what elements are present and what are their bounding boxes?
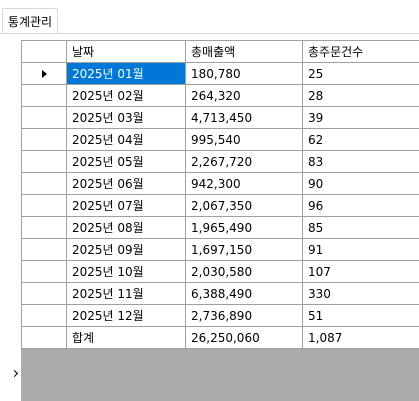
total-sales-cell[interactable]: 2,030,580: [185, 260, 303, 283]
row-header-cell[interactable]: [21, 84, 67, 107]
table-row[interactable]: 합계 26,250,060 1,087: [21, 326, 419, 349]
row-header-cell[interactable]: [21, 172, 67, 195]
table-row[interactable]: 2025년 12월 2,736,890 51: [21, 304, 419, 327]
total-orders-cell[interactable]: 107: [302, 260, 419, 283]
date-cell[interactable]: 2025년 05월: [66, 150, 186, 173]
table-row[interactable]: 2025년 01월 180,780 25: [21, 62, 419, 85]
total-sales-cell[interactable]: 995,540: [185, 128, 303, 151]
table-row[interactable]: 2025년 10월 2,030,580 107: [21, 260, 419, 283]
table-row[interactable]: 2025년 09월 1,697,150 91: [21, 238, 419, 261]
total-orders-cell[interactable]: 85: [302, 216, 419, 239]
row-header-cell[interactable]: [21, 62, 67, 85]
table-row[interactable]: 2025년 08월 1,965,490 85: [21, 216, 419, 239]
total-orders-cell[interactable]: 91: [302, 238, 419, 261]
date-cell[interactable]: 2025년 03월: [66, 106, 186, 129]
table-row[interactable]: 2025년 11월 6,388,490 330: [21, 282, 419, 305]
column-header-total-orders[interactable]: 총주문건수: [302, 40, 419, 63]
row-header-cell[interactable]: [21, 260, 67, 283]
statistics-data-grid[interactable]: 날짜 총매출액 총주문건수 2025년 01월 180,780 25 2025년 02…: [21, 40, 419, 401]
current-row-arrow-icon: [41, 70, 47, 78]
total-sales-cell[interactable]: 6,388,490: [185, 282, 303, 305]
date-cell[interactable]: 2025년 11월: [66, 282, 186, 305]
column-header-date[interactable]: 날짜: [66, 40, 186, 63]
date-cell[interactable]: 2025년 01월: [66, 62, 186, 85]
total-orders-cell[interactable]: 96: [302, 194, 419, 217]
row-header-cell[interactable]: [21, 216, 67, 239]
row-header-cell[interactable]: [21, 150, 67, 173]
date-cell[interactable]: 2025년 10월: [66, 260, 186, 283]
table-row[interactable]: 2025년 06월 942,300 90: [21, 172, 419, 195]
total-orders-cell[interactable]: 28: [302, 84, 419, 107]
date-cell[interactable]: 2025년 06월: [66, 172, 186, 195]
tab-statistics-management[interactable]: 통계관리: [2, 8, 58, 34]
total-orders-cell[interactable]: 25: [302, 62, 419, 85]
total-sales-cell[interactable]: 1,965,490: [185, 216, 303, 239]
date-cell[interactable]: 2025년 04월: [66, 128, 186, 151]
row-header-cell[interactable]: [21, 282, 67, 305]
column-header-total-sales[interactable]: 총매출액: [185, 40, 303, 63]
tab-strip: 통계관리: [0, 0, 419, 36]
date-cell[interactable]: 2025년 07월: [66, 194, 186, 217]
table-row[interactable]: 2025년 05월 2,267,720 83: [21, 150, 419, 173]
row-header-cell[interactable]: [21, 106, 67, 129]
grid-corner-cell[interactable]: [21, 40, 67, 63]
date-cell[interactable]: 2025년 12월: [66, 304, 186, 327]
total-sales-cell[interactable]: 26,250,060: [185, 326, 303, 349]
total-orders-cell[interactable]: 330: [302, 282, 419, 305]
total-sales-cell[interactable]: 180,780: [185, 62, 303, 85]
table-row[interactable]: 2025년 03월 4,713,450 39: [21, 106, 419, 129]
date-cell[interactable]: 합계: [66, 326, 186, 349]
date-cell[interactable]: 2025년 02월: [66, 84, 186, 107]
total-sales-cell[interactable]: 2,067,350: [185, 194, 303, 217]
row-header-cell[interactable]: [21, 128, 67, 151]
total-sales-cell[interactable]: 264,320: [185, 84, 303, 107]
row-header-cell[interactable]: [21, 304, 67, 327]
total-sales-cell[interactable]: 2,267,720: [185, 150, 303, 173]
row-header-cell[interactable]: [21, 194, 67, 217]
total-sales-cell[interactable]: 4,713,450: [185, 106, 303, 129]
tab-divider: [0, 33, 419, 34]
total-orders-cell[interactable]: 51: [302, 304, 419, 327]
total-orders-cell[interactable]: 1,087: [302, 326, 419, 349]
total-orders-cell[interactable]: 62: [302, 128, 419, 151]
table-row[interactable]: 2025년 07월 2,067,350 96: [21, 194, 419, 217]
total-orders-cell[interactable]: 39: [302, 106, 419, 129]
total-sales-cell[interactable]: 942,300: [185, 172, 303, 195]
header-row: 날짜 총매출액 총주문건수: [21, 40, 419, 63]
row-header-cell[interactable]: [21, 326, 67, 349]
total-sales-cell[interactable]: 1,697,150: [185, 238, 303, 261]
table-row[interactable]: 2025년 04월 995,540 62: [21, 128, 419, 151]
statistics-table: 날짜 총매출액 총주문건수 2025년 01월 180,780 25 2025년 02…: [21, 40, 419, 349]
total-orders-cell[interactable]: 90: [302, 172, 419, 195]
date-cell[interactable]: 2025년 08월: [66, 216, 186, 239]
total-orders-cell[interactable]: 83: [302, 150, 419, 173]
date-cell[interactable]: 2025년 09월: [66, 238, 186, 261]
row-header-cell[interactable]: [21, 238, 67, 261]
table-row[interactable]: 2025년 02월 264,320 28: [21, 84, 419, 107]
total-sales-cell[interactable]: 2,736,890: [185, 304, 303, 327]
cursor-icon: [10, 369, 19, 378]
